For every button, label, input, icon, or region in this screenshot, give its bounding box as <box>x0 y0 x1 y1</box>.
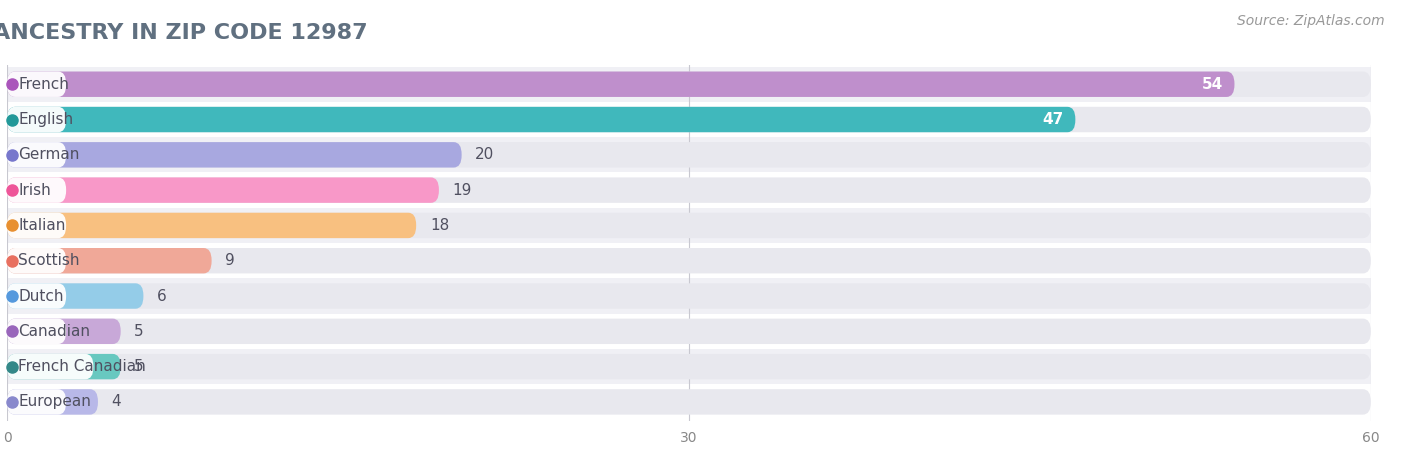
Text: Canadian: Canadian <box>18 324 90 339</box>
FancyBboxPatch shape <box>7 283 143 309</box>
Text: Italian: Italian <box>18 218 66 233</box>
FancyBboxPatch shape <box>7 177 66 203</box>
Text: Source: ZipAtlas.com: Source: ZipAtlas.com <box>1237 14 1385 28</box>
Text: 6: 6 <box>157 288 167 304</box>
FancyBboxPatch shape <box>0 384 1393 419</box>
Text: French Canadian: French Canadian <box>18 359 146 374</box>
FancyBboxPatch shape <box>7 283 1371 309</box>
Text: 9: 9 <box>225 253 235 268</box>
FancyBboxPatch shape <box>7 213 416 238</box>
FancyBboxPatch shape <box>0 208 1393 243</box>
FancyBboxPatch shape <box>7 389 1371 415</box>
FancyBboxPatch shape <box>7 107 1076 132</box>
Text: 4: 4 <box>111 394 121 409</box>
FancyBboxPatch shape <box>7 213 66 238</box>
FancyBboxPatch shape <box>7 71 66 97</box>
Text: Irish: Irish <box>18 182 51 198</box>
FancyBboxPatch shape <box>7 107 1371 132</box>
Text: Scottish: Scottish <box>18 253 80 268</box>
FancyBboxPatch shape <box>7 354 93 379</box>
FancyBboxPatch shape <box>7 248 66 274</box>
FancyBboxPatch shape <box>7 319 121 344</box>
Text: English: English <box>18 112 73 127</box>
Text: 5: 5 <box>135 359 143 374</box>
FancyBboxPatch shape <box>7 283 66 309</box>
FancyBboxPatch shape <box>7 71 1234 97</box>
FancyBboxPatch shape <box>7 142 66 168</box>
FancyBboxPatch shape <box>7 177 1371 203</box>
FancyBboxPatch shape <box>7 142 461 168</box>
FancyBboxPatch shape <box>7 142 1371 168</box>
FancyBboxPatch shape <box>7 354 1371 379</box>
FancyBboxPatch shape <box>0 102 1393 137</box>
Text: European: European <box>18 394 91 409</box>
FancyBboxPatch shape <box>7 248 1371 274</box>
Text: Dutch: Dutch <box>18 288 63 304</box>
Text: French: French <box>18 77 69 92</box>
FancyBboxPatch shape <box>7 71 1371 97</box>
FancyBboxPatch shape <box>0 313 1393 349</box>
FancyBboxPatch shape <box>7 213 1371 238</box>
Text: 54: 54 <box>1202 77 1223 92</box>
FancyBboxPatch shape <box>0 278 1393 313</box>
FancyBboxPatch shape <box>7 319 66 344</box>
FancyBboxPatch shape <box>7 177 439 203</box>
Text: 18: 18 <box>430 218 449 233</box>
FancyBboxPatch shape <box>7 107 66 132</box>
Text: German: German <box>18 147 80 163</box>
Text: 20: 20 <box>475 147 495 163</box>
FancyBboxPatch shape <box>7 248 211 274</box>
FancyBboxPatch shape <box>7 389 98 415</box>
Text: 47: 47 <box>1043 112 1064 127</box>
FancyBboxPatch shape <box>7 354 121 379</box>
Text: 19: 19 <box>453 182 472 198</box>
Text: 5: 5 <box>135 324 143 339</box>
FancyBboxPatch shape <box>7 319 1371 344</box>
FancyBboxPatch shape <box>0 349 1393 384</box>
FancyBboxPatch shape <box>0 137 1393 173</box>
FancyBboxPatch shape <box>0 243 1393 278</box>
Text: ANCESTRY IN ZIP CODE 12987: ANCESTRY IN ZIP CODE 12987 <box>0 24 368 44</box>
FancyBboxPatch shape <box>7 389 66 415</box>
FancyBboxPatch shape <box>0 173 1393 208</box>
FancyBboxPatch shape <box>0 67 1393 102</box>
